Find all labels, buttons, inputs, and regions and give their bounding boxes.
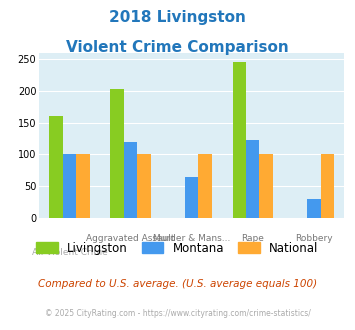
Text: 2018 Livingston: 2018 Livingston [109, 10, 246, 25]
Bar [63, 154, 76, 218]
Text: Aggravated Assault: Aggravated Assault [86, 235, 175, 244]
Text: © 2025 CityRating.com - https://www.cityrating.com/crime-statistics/: © 2025 CityRating.com - https://www.city… [45, 309, 310, 317]
Text: Robbery: Robbery [295, 235, 333, 244]
Bar [185, 177, 198, 218]
Bar [233, 62, 246, 218]
Bar [137, 154, 151, 218]
Bar [49, 116, 63, 218]
Bar [321, 154, 334, 218]
Bar [260, 154, 273, 218]
Legend: Livingston, Montana, National: Livingston, Montana, National [32, 237, 323, 259]
Text: Murder & Mans...: Murder & Mans... [153, 235, 230, 244]
Bar [198, 154, 212, 218]
Text: All Violent Crime: All Violent Crime [32, 248, 108, 257]
Bar [307, 199, 321, 218]
Bar [124, 142, 137, 218]
Text: Violent Crime Comparison: Violent Crime Comparison [66, 40, 289, 54]
Bar [246, 140, 260, 218]
Bar [110, 89, 124, 218]
Text: Compared to U.S. average. (U.S. average equals 100): Compared to U.S. average. (U.S. average … [38, 279, 317, 289]
Text: Rape: Rape [241, 235, 264, 244]
Bar [76, 154, 90, 218]
